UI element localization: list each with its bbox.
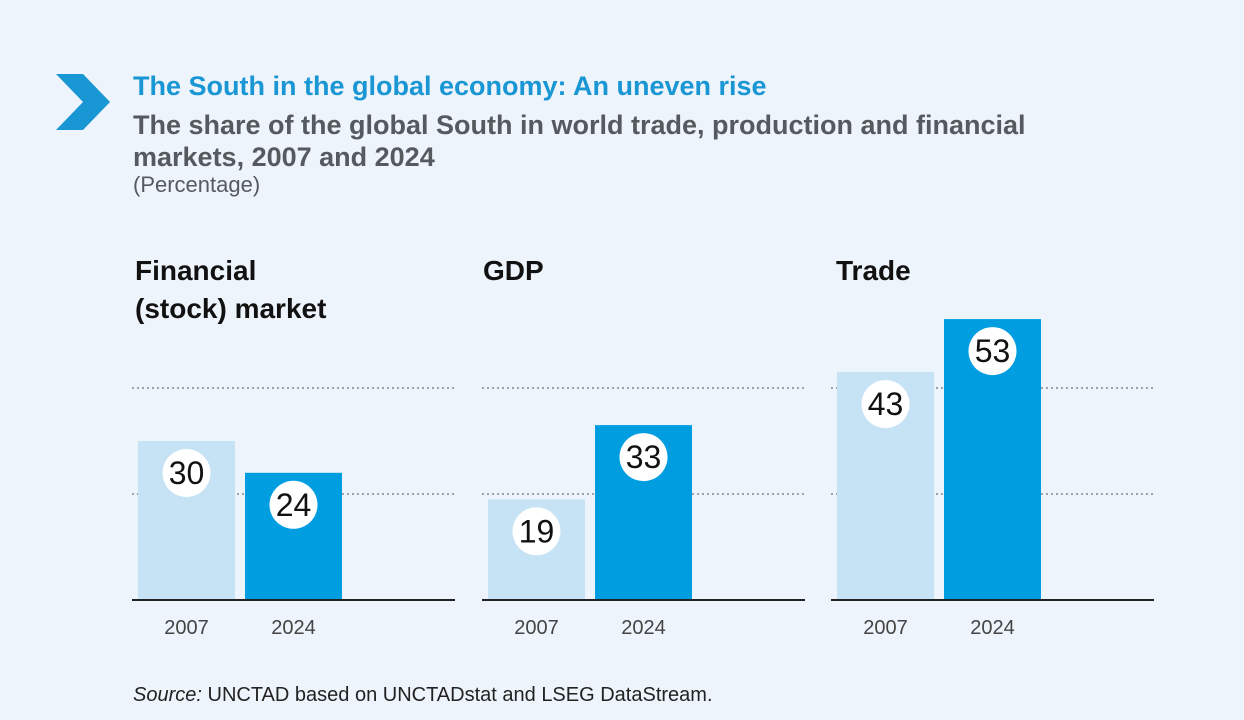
x-tick-label: 2024 <box>621 617 666 639</box>
x-tick-label: 2007 <box>164 617 209 639</box>
value-label-bg <box>512 507 561 556</box>
chart-subtitle: The share of the global South in world t… <box>133 110 1026 172</box>
value-label: 33 <box>626 439 662 475</box>
x-tick-label: 2024 <box>970 617 1015 639</box>
panel-title-trade: Trade <box>836 255 911 286</box>
source-text: UNCTAD based on UNCTADstat and LSEG Data… <box>201 684 713 706</box>
chevron-icon <box>56 74 110 130</box>
source-label: Source: <box>133 684 202 706</box>
value-label-bg <box>269 480 318 529</box>
x-tick-label: 2007 <box>514 617 559 639</box>
x-tick-label: 2007 <box>863 617 908 639</box>
value-label-bg <box>861 380 910 429</box>
source-note: Source: UNCTAD based on UNCTADstat and L… <box>133 684 713 707</box>
value-label: 30 <box>169 455 205 491</box>
value-label: 19 <box>519 513 555 549</box>
value-label: 24 <box>276 487 312 523</box>
value-label: 53 <box>975 333 1011 369</box>
panel-title-financial: Financial (stock) market <box>135 255 327 324</box>
panel-title-gdp: GDP <box>483 255 544 286</box>
x-tick-label: 2024 <box>271 617 316 639</box>
unit-label: (Percentage) <box>133 172 261 197</box>
value-label-bg <box>968 327 1017 376</box>
value-label-bg <box>162 449 211 497</box>
chart-title: The South in the global economy: An unev… <box>133 71 767 101</box>
value-label: 43 <box>868 386 904 422</box>
value-label-bg <box>619 433 668 482</box>
